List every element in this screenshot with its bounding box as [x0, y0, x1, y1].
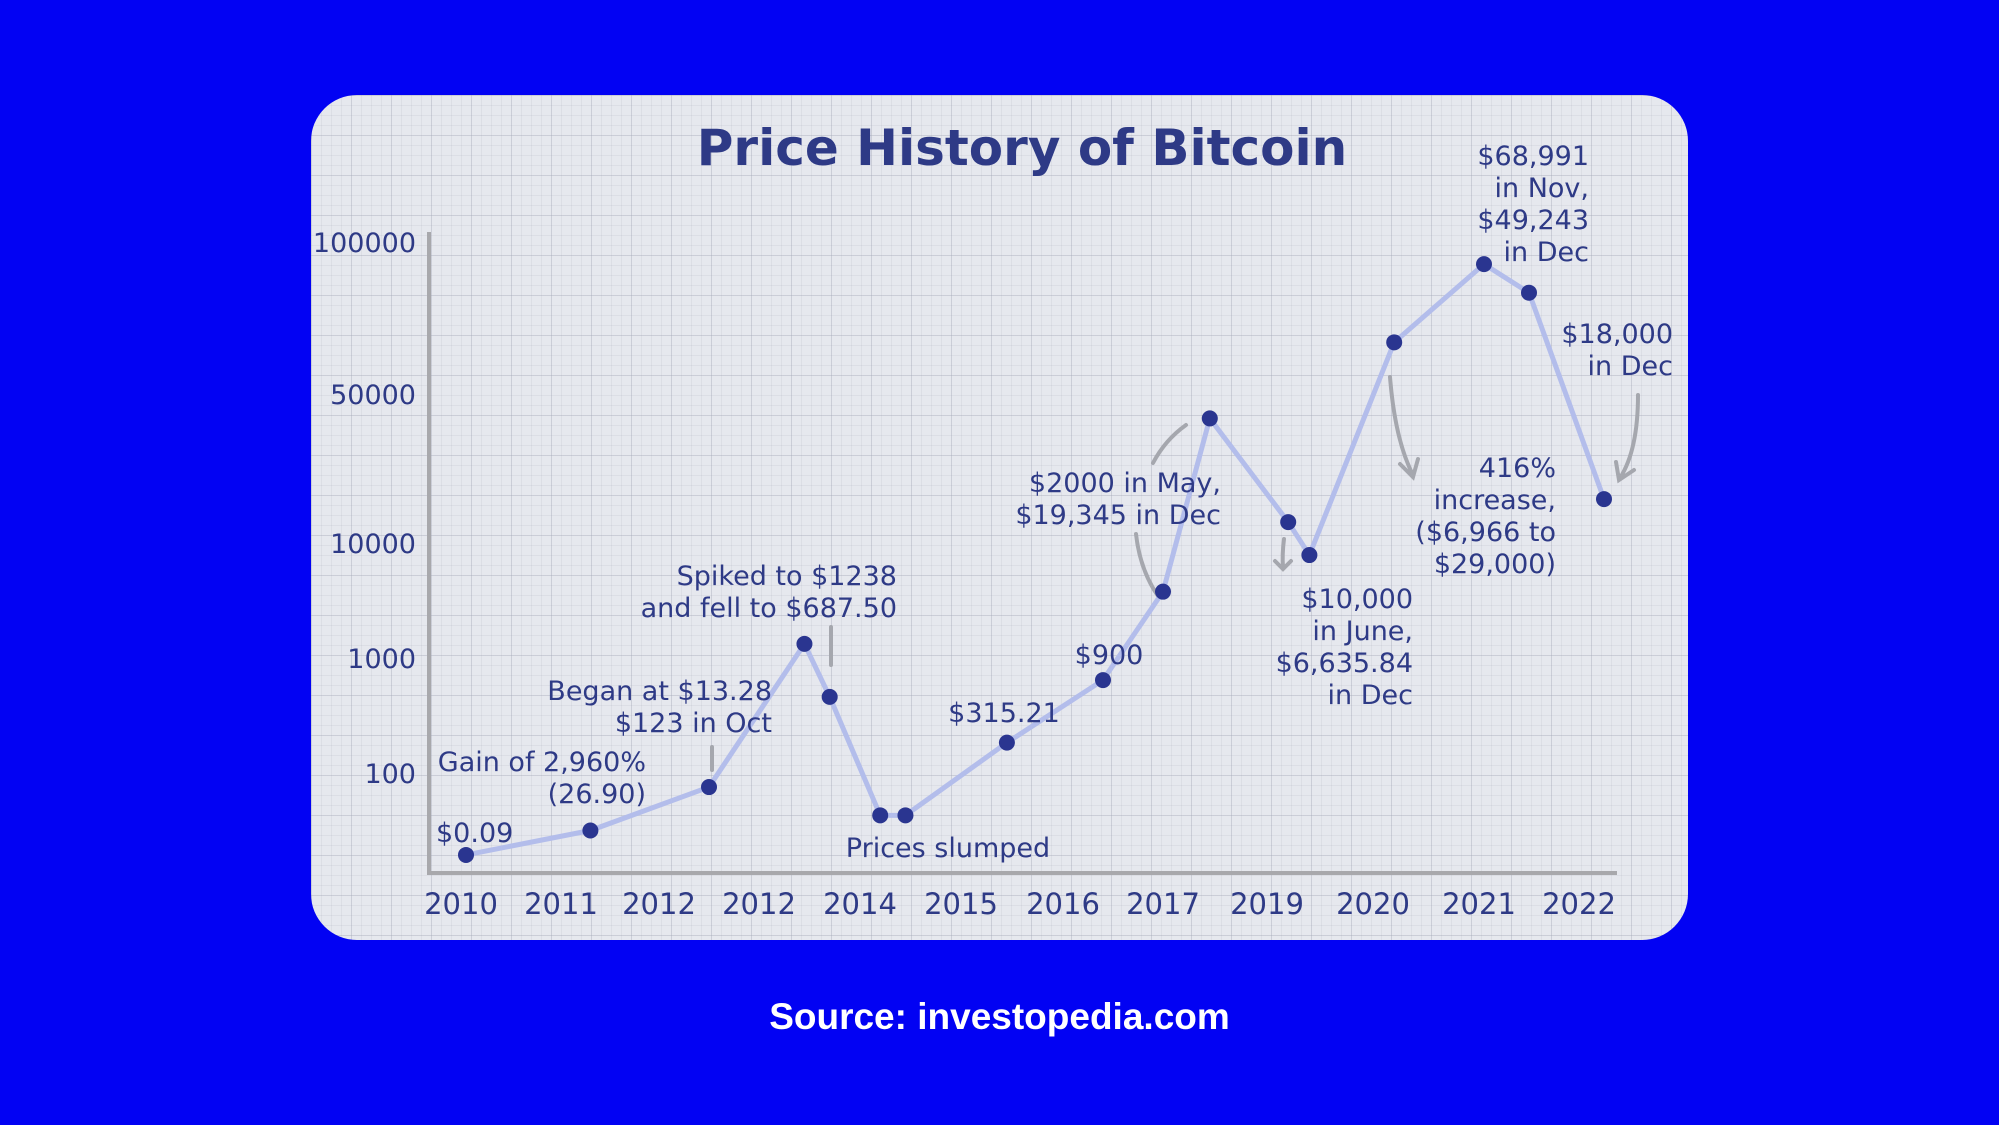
annotation-line: in Dec: [1504, 237, 1589, 268]
annotation-label: 416% increase, ($6,966 to $29,000): [1415, 453, 1556, 580]
x-tick-label: 2015: [924, 887, 998, 921]
data-point: [458, 846, 474, 863]
x-tick-labels: 2010 2011 2012 2012 2014 2015 2016 2017 …: [424, 887, 1616, 921]
annotation-line: (26.90): [548, 779, 646, 810]
annotation-label: $2000 in May, $19,345 in Dec: [1015, 468, 1221, 531]
x-tick-label: 2012: [722, 887, 796, 921]
x-tick-label: 2016: [1026, 887, 1100, 921]
annotation-line: $2000 in May,: [1029, 468, 1221, 499]
annotation-label: Prices slumped: [846, 833, 1050, 864]
annotation-label: $900: [1075, 640, 1144, 671]
annotation-line: $68,991: [1477, 141, 1589, 172]
x-tick-label: 2020: [1336, 887, 1410, 921]
annotation-line: $6,635.84: [1276, 648, 1413, 679]
annotation-label: $0.09: [436, 818, 513, 849]
annotation-line: Began at $13.28: [547, 676, 772, 707]
y-tick-label: 1000: [347, 644, 416, 675]
arrow-icon: [1273, 537, 1293, 572]
data-point: [1386, 334, 1403, 351]
annotation-label: Gain of 2,960% (26.90): [438, 747, 646, 810]
annotation-line: $123 in Oct: [615, 708, 772, 739]
annotation-line: $49,243: [1477, 205, 1589, 236]
annotation-line: Prices slumped: [846, 833, 1050, 864]
data-point: [1155, 583, 1171, 600]
annotation-line: 416%: [1479, 453, 1556, 484]
connector-arc: [1134, 532, 1160, 598]
annotation-label: Began at $13.28 $123 in Oct: [547, 676, 772, 739]
data-point: [872, 807, 889, 824]
annotation-connectors: [710, 375, 1640, 772]
annotation-label: $10,000 in June, $6,635.84 in Dec: [1276, 584, 1413, 711]
data-point: [1095, 672, 1111, 689]
annotation-line: in Dec: [1328, 680, 1413, 711]
annotation-line: $900: [1075, 640, 1144, 671]
x-tick-label: 2022: [1542, 887, 1616, 921]
x-tick-label: 2014: [823, 887, 897, 921]
annotation-line: and fell to $687.50: [641, 593, 897, 624]
data-point: [796, 635, 813, 652]
annotation-line: Gain of 2,960%: [438, 747, 646, 778]
y-tick-label: 10000: [330, 529, 416, 560]
x-tick-label: 2010: [424, 887, 498, 921]
series-layer: [458, 256, 1612, 863]
arrow-icon: [1388, 375, 1420, 481]
annotation-line: in Nov,: [1495, 173, 1589, 204]
annotation-label: $315.21: [948, 698, 1060, 729]
annotation-line: increase,: [1434, 485, 1556, 516]
data-point: [1476, 256, 1492, 273]
chart-title: Price History of Bitcoin: [697, 119, 1347, 177]
y-tick-label: 50000: [330, 380, 416, 411]
x-tick-label: 2019: [1230, 887, 1304, 921]
x-tick-label: 2021: [1442, 887, 1516, 921]
y-tick-label: 100000: [313, 228, 416, 259]
y-tick-label: 100: [364, 759, 416, 790]
annotation-label: Spiked to $1238 and fell to $687.50: [641, 561, 897, 624]
data-point: [1201, 410, 1218, 427]
x-tick-label: 2011: [524, 887, 598, 921]
annotation-line: $19,345 in Dec: [1015, 500, 1221, 531]
data-point: [821, 688, 838, 705]
data-point: [998, 734, 1015, 751]
data-point: [582, 822, 599, 839]
annotation-line: $0.09: [436, 818, 513, 849]
data-point: [1596, 491, 1612, 508]
chart: Price History of Bitcoin 100000 50000 10…: [313, 119, 1673, 921]
annotation-line: ($6,966 to: [1415, 517, 1556, 548]
annotation-line: $10,000: [1301, 584, 1413, 615]
chart-card: Price History of Bitcoin 100000 50000 10…: [311, 95, 1688, 940]
arrow-icon: [1614, 393, 1640, 484]
y-tick-labels: 100000 50000 10000 1000 100: [313, 228, 416, 790]
data-point: [1521, 284, 1537, 301]
annotations: $0.09 Gain of 2,960% (26.90) Began at $13.2…: [436, 141, 1673, 864]
annotation-line: $29,000): [1434, 549, 1556, 580]
data-point: [1301, 547, 1318, 564]
annotation-line: in June,: [1312, 616, 1413, 647]
x-tick-label: 2012: [622, 887, 696, 921]
annotation-line: Spiked to $1238: [677, 561, 897, 592]
connector-arc: [1151, 423, 1188, 465]
annotation-line: $315.21: [948, 698, 1060, 729]
annotation-line: in Dec: [1588, 351, 1673, 382]
data-point: [897, 807, 914, 824]
annotation-line: $18,000: [1561, 319, 1673, 350]
source-caption: Source: investopedia.com: [769, 996, 1230, 1037]
data-point: [701, 779, 717, 796]
annotation-label: $18,000 in Dec: [1561, 319, 1673, 382]
data-point: [1280, 514, 1297, 531]
x-tick-label: 2017: [1126, 887, 1200, 921]
annotation-label: $68,991 in Nov, $49,243 in Dec: [1477, 141, 1589, 268]
